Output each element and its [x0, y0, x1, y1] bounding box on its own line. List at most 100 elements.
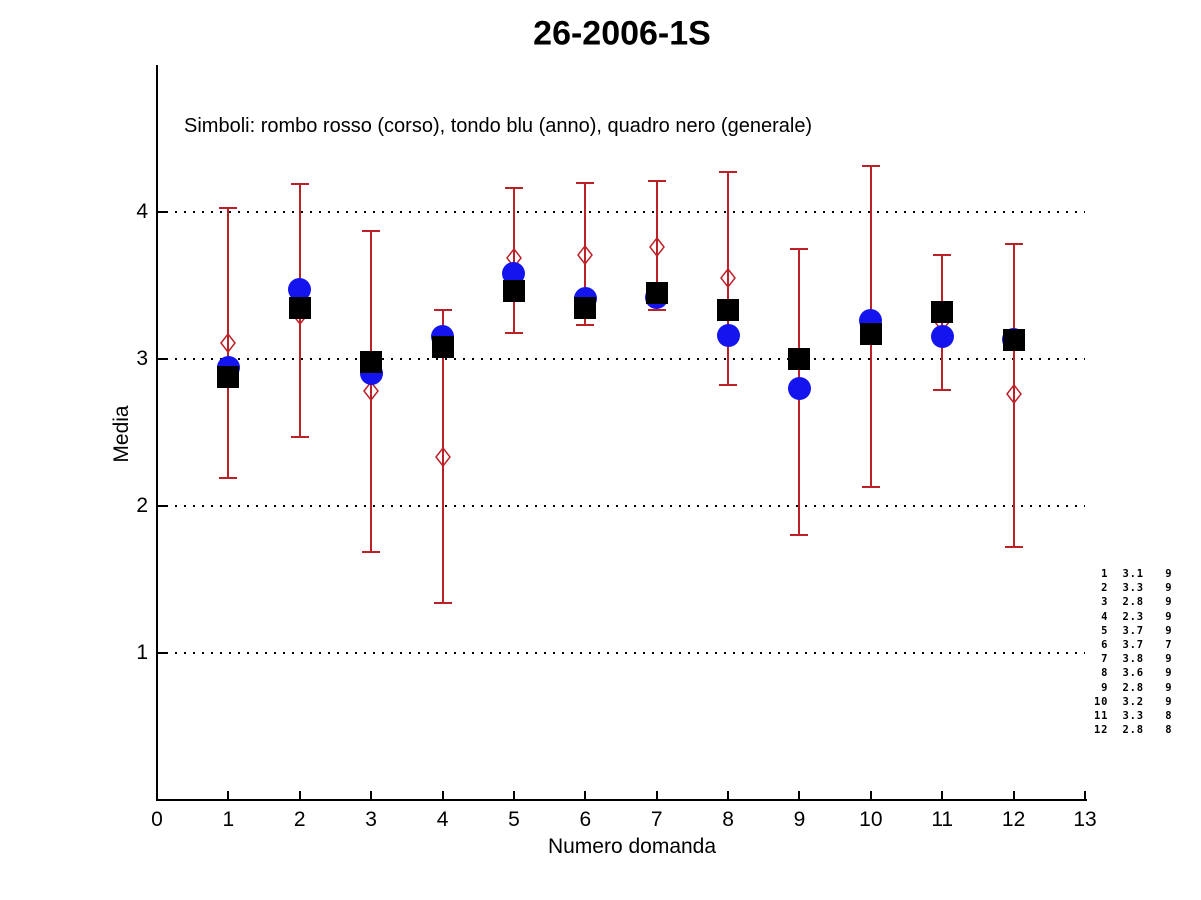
square-marker-generale — [717, 299, 740, 322]
table-row: 2 3.3 9 — [1094, 582, 1173, 595]
x-tick-label: 2 — [293, 808, 306, 831]
error-bar-cap-bottom — [790, 534, 809, 537]
error-bar-cap-bottom — [861, 485, 880, 488]
error-bar-cap-top — [933, 253, 952, 256]
error-bar-cap-top — [290, 183, 309, 186]
x-tick — [156, 791, 158, 800]
error-bar — [370, 231, 373, 552]
error-bar — [1012, 244, 1015, 548]
table-row: 4 2.3 9 — [1094, 610, 1173, 623]
circle-marker-anno — [787, 376, 811, 400]
square-marker-generale — [788, 348, 811, 370]
x-tick-label: 0 — [151, 808, 163, 831]
x-tick-label: 10 — [859, 808, 883, 831]
error-bar-cap-top — [576, 181, 595, 184]
error-bar-cap-top — [1004, 243, 1023, 246]
diamond-marker-corso — [363, 381, 380, 402]
x-axis-line — [156, 799, 1087, 801]
circle-marker-anno — [930, 325, 954, 349]
y-tick — [157, 211, 166, 213]
x-tick — [727, 791, 730, 800]
error-bar-cap-bottom — [504, 331, 523, 334]
error-bar-cap-top — [790, 247, 809, 250]
y-tick-label: 4 — [136, 200, 148, 223]
diamond-marker-corso — [220, 332, 237, 353]
y-axis-title: Media — [110, 405, 133, 463]
error-bar-cap-top — [719, 171, 738, 174]
x-tick-label: 4 — [436, 808, 449, 831]
table-row: 5 3.7 9 — [1094, 624, 1173, 637]
circle-marker-anno — [288, 278, 312, 302]
table-row: 7 3.8 9 — [1094, 653, 1173, 666]
square-marker-generale — [502, 280, 525, 303]
error-bar-cap-bottom — [433, 602, 452, 605]
error-bar-cap-top — [362, 230, 381, 233]
y-tick — [157, 358, 166, 360]
error-bar — [584, 182, 587, 326]
table-row: 9 2.8 9 — [1094, 681, 1173, 694]
square-marker-generale — [931, 300, 954, 323]
error-bar — [441, 310, 444, 603]
error-bar-cap-top — [861, 165, 880, 168]
x-tick — [512, 791, 515, 800]
error-bar-cap-bottom — [362, 550, 381, 553]
table-row: 3 2.8 9 — [1094, 596, 1173, 609]
square-marker-generale — [288, 296, 311, 319]
x-tick — [441, 791, 444, 800]
table-row: 6 3.7 7 — [1094, 639, 1173, 652]
error-bar-cap-bottom — [576, 324, 595, 327]
diamond-marker-corso — [577, 244, 594, 265]
error-bar-cap-top — [504, 187, 523, 190]
table-row: 1 3.1 9 — [1094, 568, 1173, 580]
gridline-y2 — [157, 505, 1085, 507]
square-marker-generale — [360, 350, 383, 373]
square-marker-generale — [1002, 328, 1025, 351]
square-marker-generale — [859, 323, 882, 345]
circle-marker-anno — [502, 262, 526, 286]
error-bar-cap-bottom — [647, 309, 666, 312]
gridline-y3 — [157, 358, 1085, 360]
error-bar-cap-bottom — [719, 384, 738, 387]
x-tick-label: 6 — [579, 808, 592, 831]
error-bar — [727, 172, 730, 386]
x-tick-label: 5 — [508, 808, 520, 831]
chart-title: 26-2006-1S — [533, 14, 711, 53]
gridline-y4 — [157, 211, 1085, 213]
x-tick-label: 7 — [650, 808, 663, 831]
x-tick-label: 12 — [1001, 808, 1026, 831]
square-marker-generale — [645, 281, 668, 304]
table-row: 11 3.3 8 — [1094, 710, 1173, 723]
x-tick — [798, 791, 801, 800]
x-tick-label: 8 — [722, 808, 734, 831]
x-tick — [370, 791, 373, 800]
x-tick — [227, 791, 230, 800]
diamond-marker-corso — [648, 237, 665, 258]
y-tick — [157, 505, 166, 507]
side-data-table: 1 3.1 9 2 3.3 9 3 2.8 9 4 2.3 9 5 3.7 9 … — [1094, 567, 1172, 737]
table-row: 10 3.2 9 — [1094, 695, 1173, 708]
x-tick — [869, 791, 872, 800]
x-tick-label: 1 — [222, 808, 235, 831]
x-tick-label: 9 — [793, 808, 806, 831]
x-tick — [584, 791, 587, 800]
diamond-marker-corso — [720, 268, 737, 289]
x-tick-label: 3 — [365, 808, 377, 831]
y-tick-label: 1 — [136, 641, 148, 664]
error-bar-cap-bottom — [933, 388, 952, 391]
x-axis-title: Numero domanda — [547, 835, 717, 858]
square-marker-generale — [574, 296, 597, 319]
x-tick-label: 11 — [931, 808, 954, 831]
error-bar-cap-bottom — [290, 435, 309, 438]
y-axis-line — [156, 65, 158, 801]
x-tick — [298, 791, 301, 800]
error-bar — [655, 181, 658, 311]
x-tick — [655, 791, 658, 800]
y-tick-label: 2 — [136, 494, 148, 517]
square-marker-generale — [217, 365, 240, 388]
legend-note: Simboli: rombo rosso (corso), tondo blu … — [184, 115, 813, 137]
table-row: 12 2.8 8 — [1094, 724, 1173, 737]
x-tick — [941, 791, 944, 800]
error-bar-cap-bottom — [219, 477, 238, 480]
table-row: 8 3.6 9 — [1094, 667, 1173, 680]
